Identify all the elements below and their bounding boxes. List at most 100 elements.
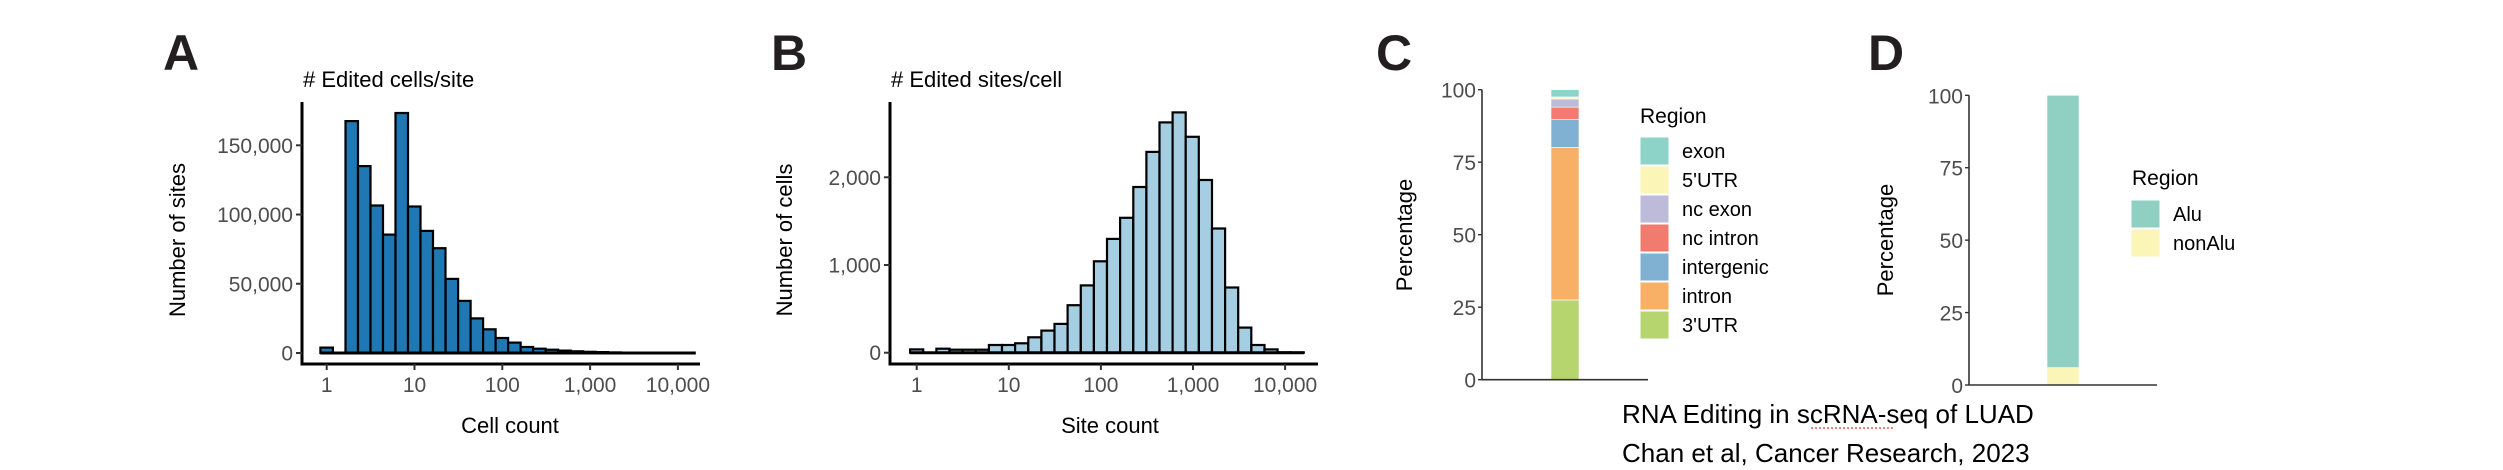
panel-c: Percentage 0 25 50 75 100 Region exon 5'UTR nc… <box>1392 80 1769 393</box>
stacked-bar-segment <box>1550 89 1580 98</box>
x-axis-label-a: Cell count <box>461 413 559 438</box>
legend-label: 3'UTR <box>1682 315 1738 337</box>
legend-swatch <box>1639 165 1670 195</box>
y-tick-label: 25 <box>1940 303 1963 326</box>
x-tick-label: 1 <box>911 374 923 397</box>
histogram-bar <box>1171 111 1187 354</box>
histogram-bar <box>494 336 510 355</box>
histogram-bar <box>356 165 372 355</box>
x-tick-label: 10,000 <box>646 374 710 397</box>
panel-letter-a: A <box>163 25 199 81</box>
legend-swatch <box>1639 136 1670 166</box>
histogram-bar <box>469 317 485 355</box>
caption-line-2: Chan et al, Cancer Research, 2023 <box>1622 438 2030 468</box>
legend-swatch <box>1639 194 1670 224</box>
panel-a: # Edited cells/site Number of sites Cell… <box>165 67 710 438</box>
y-tick-label: 150,000 <box>217 135 293 158</box>
legend-swatch <box>2130 228 2161 258</box>
panel-b: # Edited sites/cell Number of cells Site… <box>772 67 1318 438</box>
histogram-bar <box>1145 150 1161 354</box>
histogram-bar <box>394 111 410 355</box>
y-tick-label: 0 <box>869 342 881 365</box>
histogram-bar <box>1223 286 1240 354</box>
legend-d: Alu nonAlu <box>2130 199 2235 258</box>
histogram-bar <box>1197 178 1214 354</box>
y-tick-label: 1,000 <box>828 255 881 278</box>
histogram-bar <box>1210 227 1227 354</box>
plot-area-d: 0 25 50 75 100 <box>1928 85 2157 398</box>
histogram-bar <box>381 233 397 355</box>
stacked-bar-segment <box>2046 95 2080 368</box>
legend-label: nc exon <box>1682 199 1752 221</box>
plot-area-b: 0 1,000 2,000 1 10 100 1,000 10,000 <box>828 102 1318 397</box>
histogram-bar <box>507 341 522 355</box>
legend-label: 5'UTR <box>1682 170 1738 192</box>
y-axis-label-d: Percentage <box>1873 184 1898 297</box>
y-tick-label: 100 <box>1441 80 1476 103</box>
histogram-bar <box>369 204 385 355</box>
y-axis-label-c: Percentage <box>1392 179 1417 292</box>
histogram-bar <box>1066 304 1082 354</box>
x-tick-label: 10 <box>997 374 1020 397</box>
y-axis-label-a: Number of sites <box>165 163 190 317</box>
histogram-bar <box>1118 216 1135 354</box>
stacked-bar-segment <box>1550 118 1580 148</box>
legend-label: nc intron <box>1682 228 1759 250</box>
x-tick-label: 100 <box>485 374 520 397</box>
histogram-bar <box>444 277 460 355</box>
panel-letter-c: C <box>1376 25 1412 81</box>
histogram-bar <box>344 119 360 355</box>
x-tick-label: 10,000 <box>1253 374 1317 397</box>
panel-letter-d: D <box>1868 25 1904 81</box>
y-tick-label: 50 <box>1453 225 1476 248</box>
chart-title-b: # Edited sites/cell <box>891 67 1062 92</box>
x-tick-label: 1,000 <box>564 374 617 397</box>
caption: RNA Editing in scRNA-seq of LUAD Chan et… <box>1622 399 2034 468</box>
panel-d: Percentage 0 25 50 75 100 Region Alu nonAlu <box>1873 85 2235 398</box>
histogram-bar <box>1158 121 1174 354</box>
legend-title-c: Region <box>1640 105 1707 128</box>
y-tick-label: 100,000 <box>217 204 293 227</box>
stacked-bar-segment <box>1550 106 1580 120</box>
y-tick-label: 100 <box>1928 85 1963 108</box>
y-tick-label: 0 <box>281 343 293 366</box>
histogram-bar <box>1105 237 1122 354</box>
x-tick-label: 10 <box>403 374 426 397</box>
stacked-bar-segment <box>2046 367 2080 386</box>
y-tick-label: 50,000 <box>229 273 293 296</box>
y-tick-label: 75 <box>1940 158 1963 181</box>
histogram-bar <box>431 247 447 355</box>
histogram-bar <box>1079 284 1096 354</box>
histogram-bar <box>419 229 435 355</box>
legend-label: intergenic <box>1682 257 1769 279</box>
histogram-bar <box>1053 322 1069 354</box>
y-tick-label: 0 <box>1464 370 1476 393</box>
x-tick-label: 100 <box>1083 374 1118 397</box>
histogram-bar <box>1132 185 1148 354</box>
legend-label: intron <box>1682 286 1732 308</box>
legend-title-d: Region <box>2132 167 2199 190</box>
y-tick-label: 50 <box>1940 230 1963 253</box>
histogram-bar <box>1027 336 1043 354</box>
plot-area-a: 0 50,000 100,000 150,000 1 10 100 1,000 10,000 <box>217 102 710 397</box>
legend-label: nonAlu <box>2173 233 2235 255</box>
histogram-bar <box>1092 260 1109 354</box>
stacked-bar-segment <box>1550 147 1580 301</box>
histogram-bar <box>457 299 472 355</box>
x-axis-label-b: Site count <box>1061 413 1159 438</box>
plot-area-c: 0 25 50 75 100 <box>1441 80 1648 393</box>
y-tick-label: 2,000 <box>828 167 881 190</box>
legend-c: exon 5'UTR nc exon nc intron intergenic intro… <box>1639 136 1769 340</box>
histogram-bar <box>1237 326 1253 354</box>
y-axis-label-b: Number of cells <box>772 164 797 317</box>
x-tick-label: 1,000 <box>1167 374 1220 397</box>
legend-swatch <box>1639 310 1670 340</box>
y-tick-label: 75 <box>1453 152 1476 175</box>
stacked-bar-segment <box>1550 299 1580 381</box>
histogram-bar <box>406 205 422 355</box>
histogram-bar <box>1184 135 1200 354</box>
histogram-bar <box>1040 329 1056 354</box>
stacked-bar-segment <box>1550 96 1580 100</box>
legend-swatch <box>1639 252 1670 282</box>
